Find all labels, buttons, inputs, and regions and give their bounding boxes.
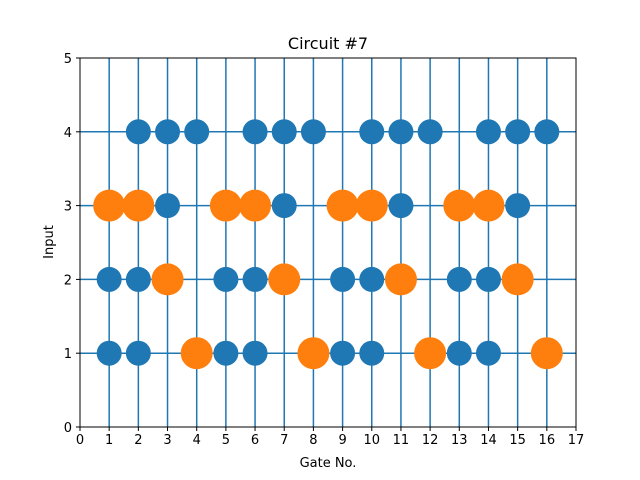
blue-point [125, 266, 151, 292]
x-tick-label: 12 [422, 433, 439, 448]
blue-point [330, 266, 356, 292]
orange-point [472, 189, 505, 222]
blue-point [388, 119, 414, 145]
blue-point [213, 340, 239, 366]
blue-point [300, 119, 326, 145]
orange-point [297, 337, 330, 370]
orange-point [530, 337, 563, 370]
orange-point [501, 263, 534, 296]
x-tick-label: 1 [105, 433, 113, 448]
orange-point [151, 263, 184, 296]
x-tick-label: 7 [280, 433, 288, 448]
chart-title: Circuit #7 [288, 34, 368, 53]
orange-point [326, 189, 359, 222]
orange-point [122, 189, 155, 222]
orange-point [268, 263, 301, 296]
x-tick-label: 5 [222, 433, 230, 448]
blue-point [359, 340, 385, 366]
blue-point [359, 119, 385, 145]
orange-point [443, 189, 476, 222]
blue-point [96, 340, 122, 366]
blue-point [505, 119, 531, 145]
blue-point [184, 119, 210, 145]
x-tick-label: 16 [539, 433, 556, 448]
orange-point [180, 337, 213, 370]
blue-point [125, 340, 151, 366]
x-tick-label: 0 [76, 433, 84, 448]
blue-point [388, 193, 414, 219]
y-tick-label: 0 [64, 421, 72, 436]
orange-point [239, 189, 272, 222]
blue-point [242, 340, 268, 366]
blue-point [330, 340, 356, 366]
x-tick-label: 4 [193, 433, 201, 448]
data-markers [93, 119, 563, 370]
blue-point [96, 266, 122, 292]
blue-point [271, 119, 297, 145]
orange-point [209, 189, 242, 222]
x-tick-label: 3 [163, 433, 171, 448]
blue-point [417, 119, 443, 145]
x-tick-label: 6 [251, 433, 259, 448]
blue-point [534, 119, 560, 145]
orange-point [384, 263, 417, 296]
x-ticks: 0 1 2 3 4 5 6 7 8 9 10 11 12 13 14 15 16 17 [76, 427, 584, 448]
blue-point [475, 266, 501, 292]
blue-point [475, 340, 501, 366]
blue-point [155, 193, 181, 219]
y-axis-label: Input [42, 225, 57, 259]
plot-frame [79, 57, 577, 428]
x-tick-label: 2 [134, 433, 142, 448]
y-ticks: 0 1 2 3 4 5 [64, 52, 80, 436]
x-tick-label: 9 [338, 433, 346, 448]
x-tick-label: 11 [393, 433, 410, 448]
y-tick-label: 3 [64, 200, 72, 215]
blue-point [155, 119, 181, 145]
blue-point [446, 266, 472, 292]
y-tick-label: 4 [64, 126, 72, 141]
y-tick-label: 5 [64, 52, 72, 67]
x-axis-label: Gate No. [300, 456, 357, 471]
x-tick-label: 15 [509, 433, 526, 448]
x-tick-label: 13 [451, 433, 468, 448]
x-tick-label: 14 [480, 433, 497, 448]
x-tick-label: 10 [363, 433, 380, 448]
blue-point [446, 340, 472, 366]
x-tick-label: 8 [309, 433, 317, 448]
blue-point [125, 119, 151, 145]
blue-point [242, 119, 268, 145]
y-tick-label: 2 [64, 273, 72, 288]
blue-point [271, 193, 297, 219]
y-tick-label: 1 [64, 347, 72, 362]
blue-point [359, 266, 385, 292]
grid-lines [80, 58, 576, 427]
orange-point [355, 189, 388, 222]
blue-point [505, 193, 531, 219]
orange-point [93, 189, 126, 222]
blue-point [242, 266, 268, 292]
orange-point [414, 337, 447, 370]
blue-point [475, 119, 501, 145]
blue-point [213, 266, 239, 292]
x-tick-label: 17 [568, 433, 585, 448]
